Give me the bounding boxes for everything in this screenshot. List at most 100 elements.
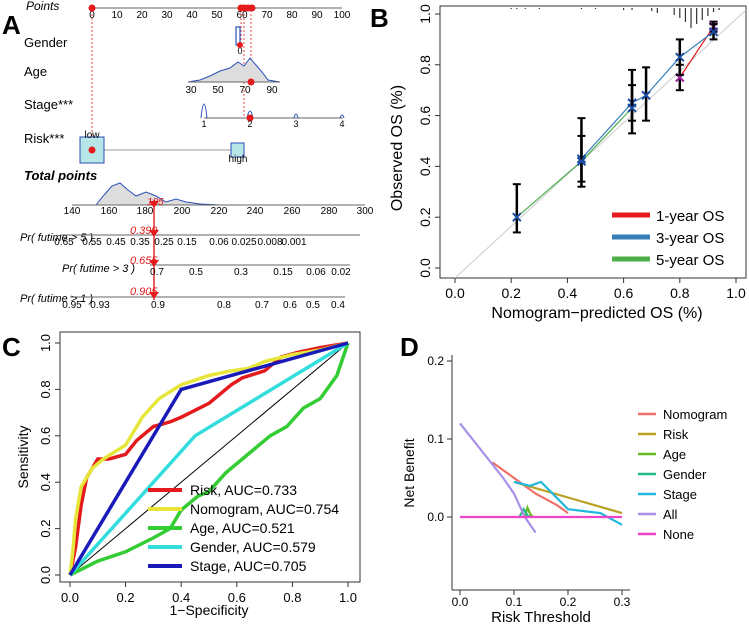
risk-marker (88, 146, 96, 154)
panel-letter-c: C (2, 332, 21, 362)
dca-x-tick-label: 0.3 (614, 595, 631, 609)
calibration-point (675, 52, 685, 62)
pr3-tick: 0.5 (189, 267, 203, 278)
dca-legend-label: Age (663, 447, 686, 462)
roc-y-tick-label: 0.2 (38, 520, 53, 538)
roc-series-line (68, 341, 349, 576)
panel-letter-b: B (370, 3, 389, 33)
pr1-tick: 0.8 (217, 300, 231, 311)
age-tick-30: 30 (185, 85, 197, 96)
total-tick-200: 200 (174, 206, 191, 217)
risk-cat-high: high (229, 154, 248, 165)
total-points-arrow (149, 201, 159, 208)
points-tick-100: 100 (334, 10, 351, 21)
roc-y-tick-label: 0.0 (38, 566, 53, 584)
pr3-tick: 0.02 (331, 267, 351, 278)
pr5-tick: 0.35 (130, 237, 150, 248)
calibration-point (641, 90, 651, 100)
total-tick-260: 260 (284, 206, 301, 217)
dca-series-line (513, 480, 623, 526)
calibration-series-line (516, 107, 633, 218)
dca-x-tick-label: 0.0 (452, 595, 469, 609)
nomo-label-stage: Stage*** (24, 97, 73, 112)
total-tick-220: 220 (211, 206, 228, 217)
roc-x-tick-label: 0.6 (228, 590, 246, 605)
points-tick-40: 40 (186, 10, 198, 21)
calibration-y-tick-label: 0.6 (417, 106, 433, 126)
roc-panel: C 0.0 0.2 0.4 0.6 0.8 1.0 0.0 0.2 0.4 0.6 0.8 1.0 1… (2, 331, 361, 618)
risk-cat-low: low (84, 130, 100, 141)
calibration-y-tick-label: 0.8 (417, 55, 433, 75)
calibration-y-tick-label: 0.4 (417, 156, 433, 176)
dca-xlabel: Risk Threshold (491, 609, 591, 625)
roc-y-tick-label: 0.6 (38, 427, 53, 445)
nomo-label-pr1: Pr( futime > 1 ) (20, 293, 93, 305)
roc-legend-label: Age, AUC=0.521 (190, 520, 295, 536)
roc-xlabel: 1−Specificity (170, 602, 249, 618)
points-tick-30: 30 (161, 10, 173, 21)
dca-y-tick-label: 0.1 (427, 432, 444, 446)
age-tick-90: 90 (266, 85, 278, 96)
points-tick-60: 60 (236, 10, 248, 21)
pr1-tick: 0.9 (151, 300, 165, 311)
calibration-x-tick-label: 0.0 (445, 285, 465, 301)
stage-tick-3: 3 (293, 119, 298, 129)
nomo-label-age: Age (24, 64, 47, 79)
pr5-arrow (149, 230, 159, 237)
dca-y-tick-label: 0.0 (427, 510, 444, 524)
gender-tick-0: 0 (237, 46, 242, 56)
age-tick-70: 70 (239, 85, 251, 96)
pr3-tick: 0.06 (306, 267, 326, 278)
pr1-tick: 0.4 (331, 300, 345, 311)
total-density (94, 182, 340, 206)
calibration-x-tick-label: 1.0 (726, 285, 746, 301)
roc-legend: Risk, AUC=0.733 Nomogram, AUC=0.754 Age, A… (148, 482, 339, 574)
stage-spike (293, 113, 299, 119)
stage-tick-4: 4 (339, 119, 344, 129)
stage-tick-1: 1 (201, 119, 206, 129)
pr3-value: 0.655 (130, 255, 158, 267)
calibration-x-tick-label: 0.2 (501, 285, 521, 301)
dca-legend-label: Risk (663, 427, 689, 442)
pr3-tick: 0.3 (234, 267, 248, 278)
calibration-point (512, 212, 522, 222)
pr5-tick: 0.001 (281, 237, 306, 248)
calibration-legend-label: 3-year OS (656, 230, 724, 247)
dca-series-line (513, 480, 623, 515)
dca-series-line (491, 461, 569, 514)
pr1-arrow (149, 292, 159, 299)
roc-ylabel: Sensitivity (15, 425, 31, 488)
pr3-tick: 0.7 (150, 267, 164, 278)
roc-series-line (69, 342, 350, 577)
age-marker (247, 78, 255, 86)
roc-x-tick-label: 0.8 (283, 590, 301, 605)
stage-spike (339, 114, 345, 119)
roc-x-tick-label: 0.4 (172, 590, 190, 605)
pr3-tick: 0.15 (273, 267, 293, 278)
stage-spike (200, 103, 208, 119)
total-tick-300: 300 (357, 206, 374, 217)
roc-series-line (68, 341, 349, 577)
dca-legend-label: Gender (663, 467, 707, 482)
calibration-y-tick-label: 0.2 (417, 207, 433, 227)
total-tick-280: 280 (321, 206, 338, 217)
dca-x-tick-label: 0.1 (506, 595, 523, 609)
points-marker (248, 4, 256, 12)
pr5-tick: 0.65 (54, 237, 74, 248)
pr5-tick: 0.45 (106, 237, 126, 248)
roc-x-tick-label: 0.2 (117, 590, 135, 605)
calibration-xlabel: Nomogram−predicted OS (%) (491, 305, 702, 322)
roc-series-line (68, 341, 349, 576)
nomo-label-pr3: Pr( futime > 3 ) (62, 263, 135, 275)
nomo-label-risk: Risk*** (24, 131, 64, 146)
dca-y-tick-label: 0.2 (427, 354, 444, 368)
pr5-tick: 0.55 (82, 237, 102, 248)
points-tick-20: 20 (136, 10, 148, 21)
dca-legend-label: All (663, 507, 678, 522)
calibration-point (576, 156, 587, 167)
roc-y-tick-label: 0.4 (38, 473, 53, 491)
nomo-label-points: Points (26, 0, 59, 13)
pr5-tick: 0.15 (177, 237, 197, 248)
calibration-ylabel: Observed OS (%) (389, 85, 406, 211)
dca-series-line (459, 422, 537, 534)
